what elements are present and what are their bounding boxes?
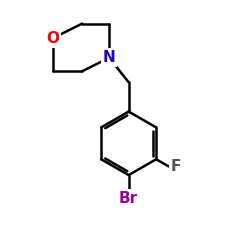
Text: O: O — [46, 31, 60, 46]
Text: F: F — [171, 159, 181, 174]
Text: N: N — [103, 50, 116, 65]
Text: Br: Br — [119, 191, 138, 206]
